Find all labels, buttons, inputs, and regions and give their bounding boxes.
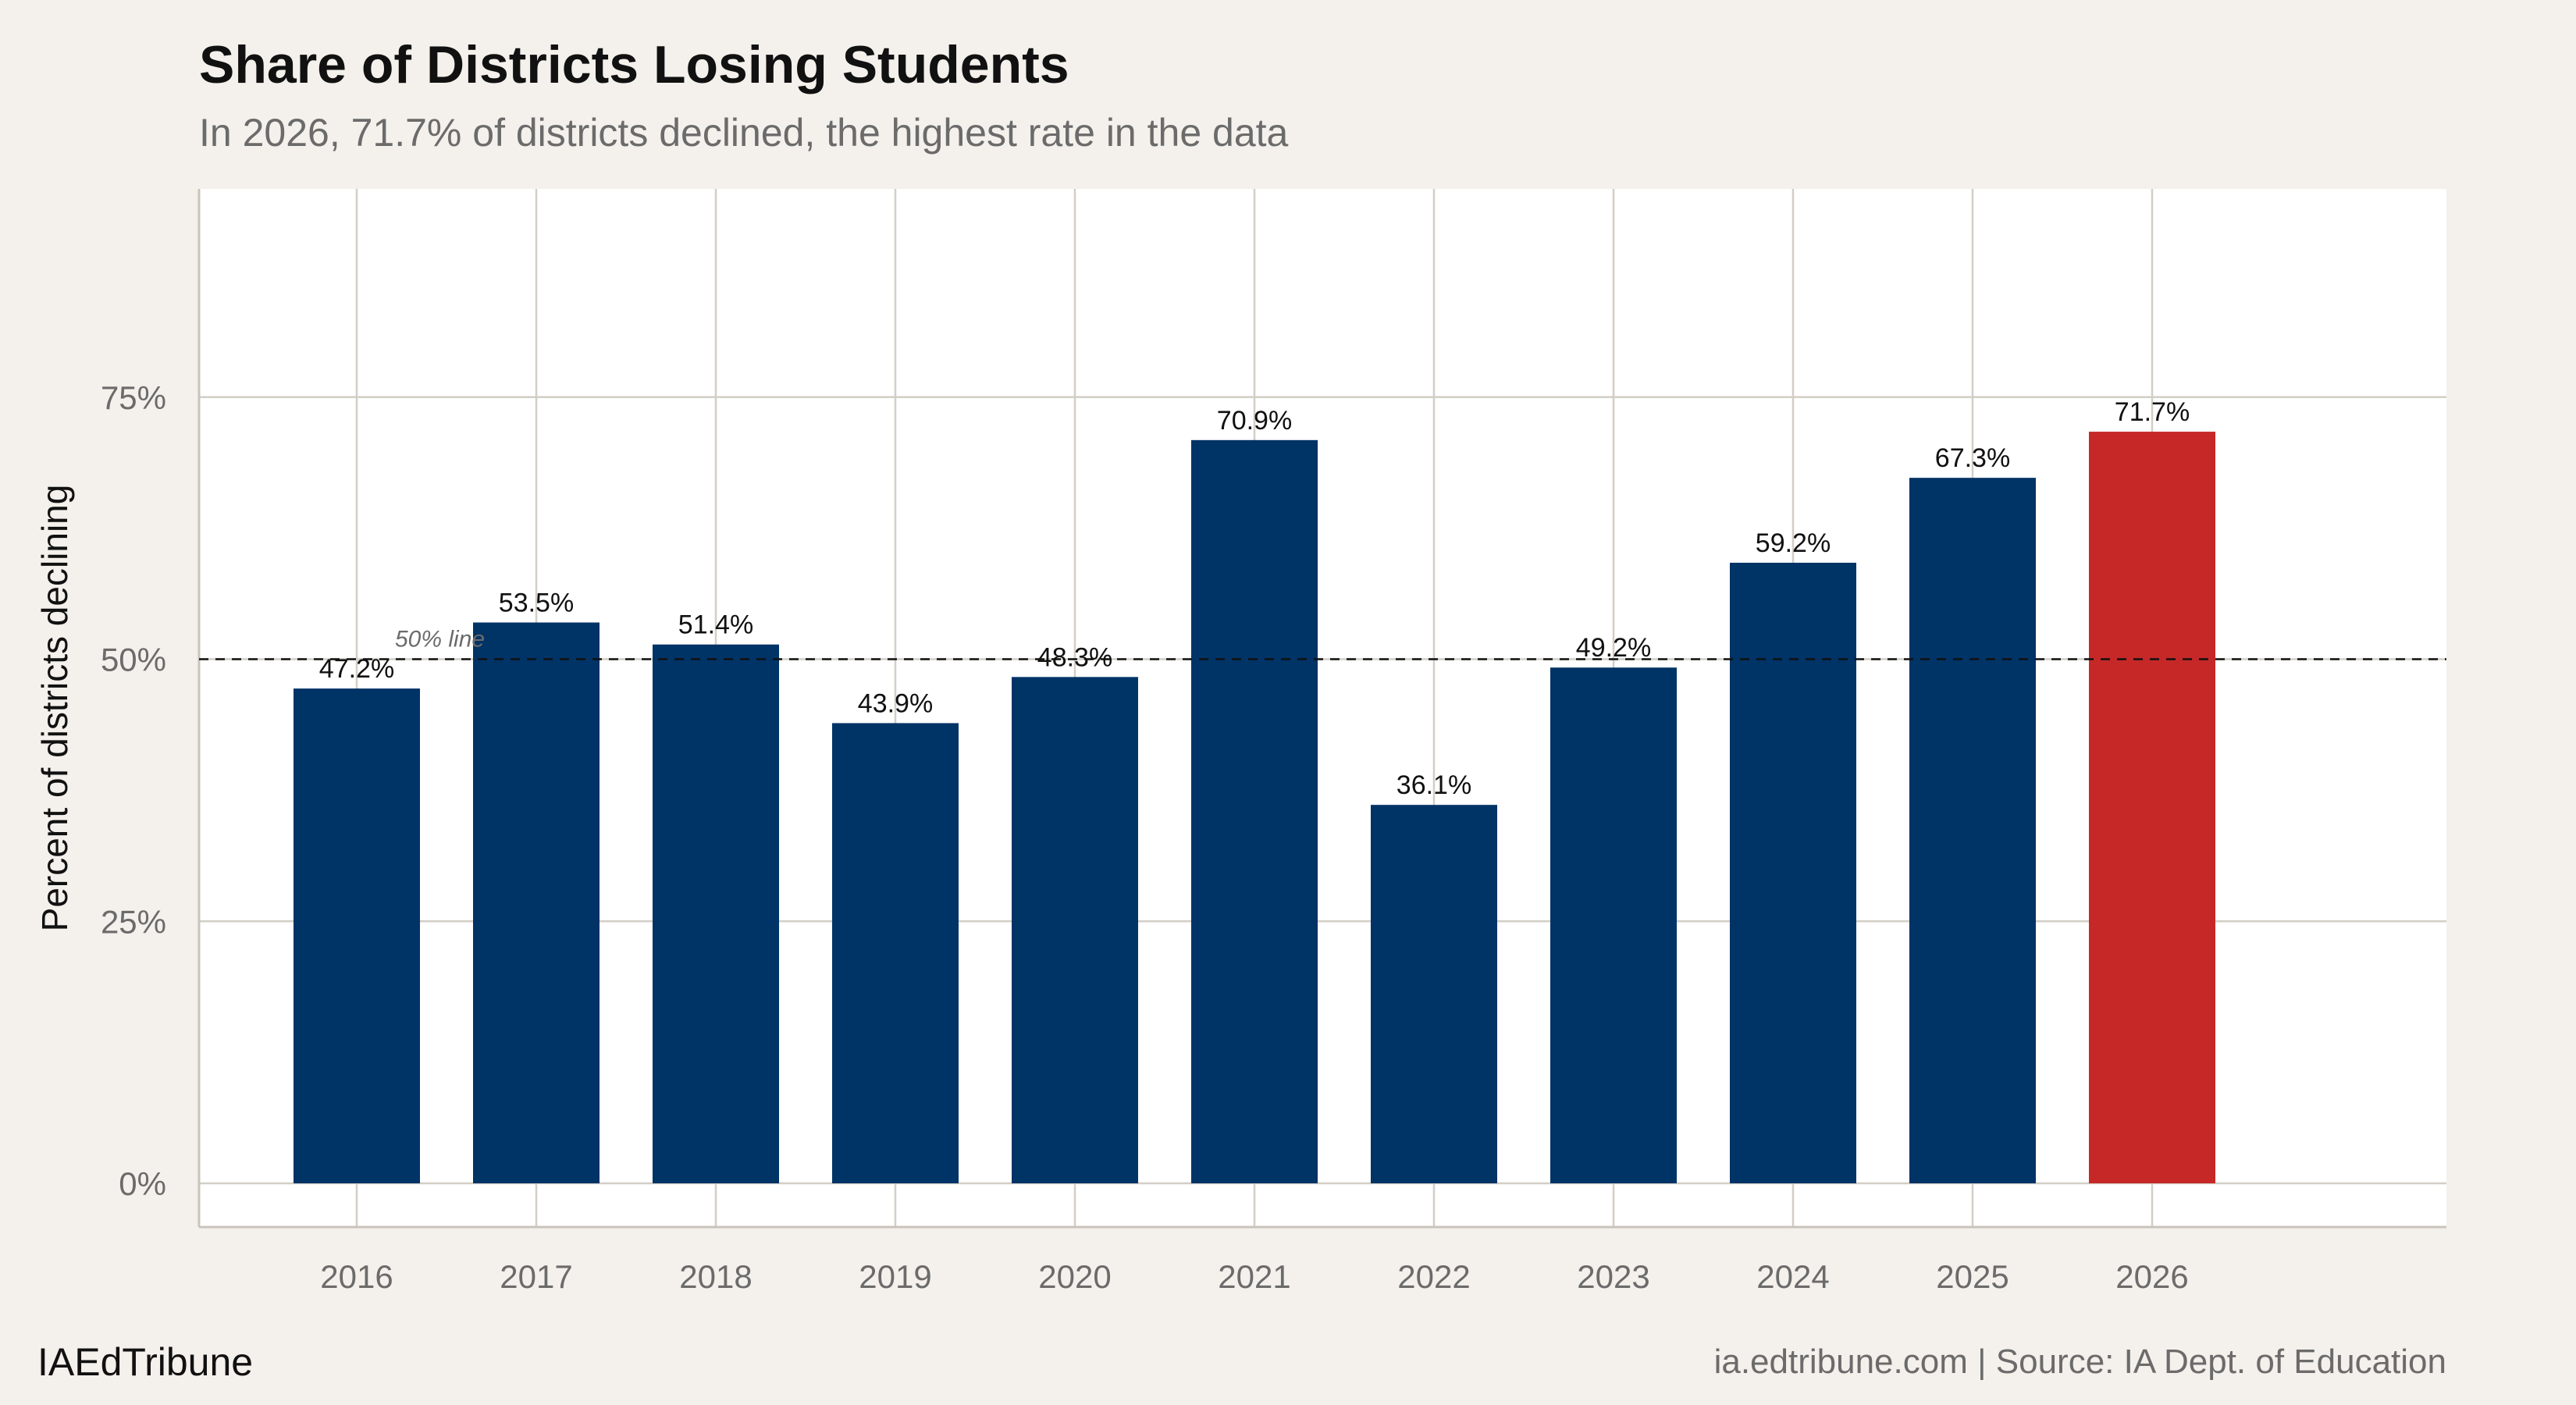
data-label: 49.2% [1576,633,1651,663]
data-label: 43.9% [858,688,933,718]
x-tick-label: 2024 [1756,1258,1829,1295]
data-label: 67.3% [1935,443,2010,473]
y-tick-label: 0% [119,1165,166,1202]
bar-2021 [1191,439,1318,1183]
bar-2020 [1012,677,1138,1183]
data-label: 70.9% [1217,406,1292,436]
bar-2019 [832,723,959,1183]
x-tick-label: 2022 [1397,1258,1470,1295]
bar-2024 [1730,562,1856,1183]
x-tick-label: 2020 [1038,1258,1111,1295]
bar-2026 [2089,432,2215,1183]
bar-2017 [473,622,600,1183]
y-tick-label: 25% [101,903,166,940]
data-label: 59.2% [1756,528,1831,558]
bar-2018 [653,644,779,1183]
data-label: 48.3% [1037,642,1112,672]
x-tick-label: 2017 [500,1258,572,1295]
data-label: 53.5% [499,588,574,617]
x-tick-label: 2025 [1936,1258,2008,1295]
x-tick-label: 2023 [1577,1258,1649,1295]
y-tick-label: 75% [101,379,166,416]
y-tick-label: 50% [101,642,166,678]
bar-2016 [294,688,420,1183]
data-label: 51.4% [678,610,753,640]
footer-brand: IAEdTribune [37,1340,253,1384]
data-label: 71.7% [2115,397,2190,427]
reference-line-label: 50% line [395,627,485,653]
bar-2023 [1550,667,1677,1183]
footer-source: ia.edtribune.com | Source: IA Dept. of E… [1714,1343,2446,1381]
x-tick-label: 2016 [320,1258,393,1295]
x-tick-label: 2026 [2115,1258,2188,1295]
chart-subtitle: In 2026, 71.7% of districts declined, th… [199,111,1289,155]
x-tick-label: 2019 [859,1258,931,1295]
x-tick-label: 2021 [1218,1258,1290,1295]
bar-2025 [1909,478,2036,1183]
chart-title: Share of Districts Losing Students [199,35,1069,94]
x-tick-label: 2018 [679,1258,752,1295]
bar-2022 [1371,805,1497,1183]
y-axis-title: Percent of districts declining [34,485,75,932]
data-label: 36.1% [1397,770,1471,800]
data-label: 47.2% [319,654,394,684]
